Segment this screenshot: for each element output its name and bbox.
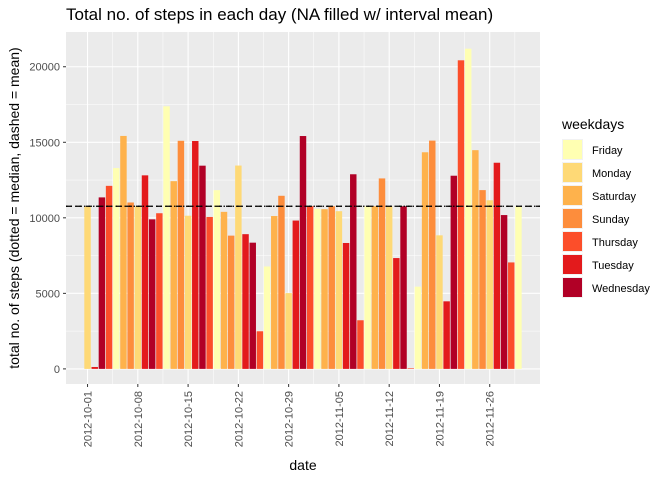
x-axis-title: date — [289, 457, 316, 473]
legend-label-tuesday: Tuesday — [592, 260, 634, 272]
bar-2012-10-06 — [120, 135, 127, 369]
x-tick-label: 2012-11-12 — [384, 391, 396, 446]
x-tick-label: 2012-10-15 — [183, 391, 195, 447]
bar-2012-11-29 — [508, 262, 515, 369]
legend-key-friday — [563, 140, 582, 159]
bar-2012-10-25 — [256, 331, 264, 369]
bar-2012-10-28 — [278, 195, 285, 369]
x-tick-label: 2012-11-05 — [334, 391, 346, 446]
x-tick-label: 2012-10-29 — [284, 391, 296, 447]
bar-2012-10-09 — [141, 175, 149, 369]
bar-2012-11-12 — [385, 206, 393, 369]
chart-title: Total no. of steps in each day (NA fille… — [66, 5, 493, 24]
bar-2012-10-29 — [285, 293, 292, 369]
bar-2012-11-24 — [472, 150, 479, 369]
bar-2012-11-20 — [443, 301, 450, 369]
bar-2012-11-19 — [436, 235, 443, 369]
x-tick-label: 2012-10-08 — [133, 391, 145, 447]
bar-2012-11-17 — [421, 152, 429, 369]
x-axis: 2012-10-01 2012-10-08 2012-10-15 2012-10-22… — [83, 384, 497, 447]
bar-2012-10-05 — [113, 168, 120, 369]
bar-2012-11-14 — [400, 206, 407, 369]
legend-label-saturday: Saturday — [592, 191, 637, 203]
bar-2012-11-02 — [314, 208, 321, 369]
legend-label-thursday: Thursday — [592, 237, 638, 249]
legend-key-tuesday — [563, 255, 582, 274]
bar-2012-10-03 — [98, 197, 106, 369]
bar-2012-10-26 — [263, 266, 271, 369]
bar-2012-11-18 — [429, 140, 436, 369]
bar-2012-10-04 — [105, 185, 113, 369]
bar-2012-11-21 — [450, 175, 458, 369]
bar-2012-10-22 — [235, 165, 242, 369]
bar-2012-11-04 — [328, 206, 335, 369]
bar-2012-10-20 — [220, 211, 228, 369]
legend-key-thursday — [563, 232, 582, 251]
bar-2012-11-05 — [335, 211, 343, 369]
x-tick-label: 2012-11-19 — [434, 391, 446, 446]
bar-2012-11-22 — [457, 60, 465, 369]
bar-2012-10-17 — [199, 165, 206, 369]
bar-2012-10-27 — [271, 216, 278, 369]
bar-2012-10-13 — [170, 181, 177, 369]
x-tick-label: 2012-11-26 — [485, 391, 497, 446]
bar-2012-10-02 — [91, 366, 98, 369]
legend-key-sunday — [563, 209, 582, 228]
legend-label-friday: Friday — [592, 145, 623, 157]
legend-label-sunday: Sunday — [592, 214, 630, 226]
y-tick-label: 20000 — [29, 62, 60, 74]
legend-label-monday: Monday — [592, 168, 632, 180]
bar-2012-10-21 — [227, 235, 235, 369]
bar-2012-11-16 — [414, 286, 422, 369]
bar-2012-10-11 — [156, 213, 163, 369]
y-tick-label: 10000 — [29, 213, 60, 225]
y-axis-title: total no. of steps (dotted = median, das… — [6, 47, 22, 368]
bar-2012-10-31 — [299, 136, 307, 369]
y-tick-label: 0 — [54, 364, 60, 376]
bar-2012-11-30 — [515, 206, 522, 369]
x-tick-label: 2012-10-22 — [233, 391, 245, 447]
x-tick-label: 2012-10-01 — [83, 391, 95, 447]
bar-2012-10-12 — [163, 106, 170, 369]
bar-2012-10-24 — [249, 242, 256, 369]
bar-2012-11-15 — [407, 368, 414, 369]
bar-2012-10-14 — [177, 140, 185, 369]
bar-2012-11-27 — [493, 162, 501, 369]
bar-2012-11-09 — [364, 206, 371, 369]
bar-2012-10-16 — [192, 141, 199, 369]
bar-2012-11-08 — [357, 320, 364, 369]
legend-key-saturday — [563, 186, 582, 205]
bar-2012-10-15 — [184, 215, 192, 369]
bar-2012-11-03 — [321, 209, 328, 369]
bar-2012-11-01 — [306, 206, 314, 369]
bar-2012-10-30 — [292, 220, 300, 369]
bar-2012-10-10 — [148, 219, 156, 369]
bar-2012-11-28 — [500, 215, 508, 369]
bar-2012-11-10 — [371, 206, 379, 369]
bar-2012-10-23 — [242, 234, 249, 369]
legend-key-monday — [563, 163, 582, 182]
bar-2012-10-01 — [84, 206, 91, 369]
legend: weekdays Friday Monday Saturday Sunday Thurs… — [561, 116, 650, 298]
y-tick-label: 5000 — [36, 288, 60, 300]
bar-2012-10-18 — [206, 216, 213, 369]
bar-2012-10-07 — [127, 202, 134, 369]
legend-key-wednesday — [563, 278, 582, 297]
y-tick-label: 15000 — [29, 137, 60, 149]
bar-2012-11-25 — [479, 190, 486, 369]
bars — [84, 48, 522, 369]
legend-label-wednesday: Wednesday — [592, 283, 650, 295]
bar-2012-11-07 — [350, 174, 357, 369]
y-axis: 0 5000 10000 15000 20000 — [29, 62, 66, 376]
bar-2012-11-26 — [486, 200, 493, 369]
bar-2012-11-13 — [393, 258, 400, 369]
bar-2012-10-19 — [213, 190, 221, 369]
bar-2012-11-23 — [464, 48, 472, 369]
bar-2012-11-06 — [342, 242, 350, 369]
bar-2012-10-08 — [134, 206, 142, 369]
bar-2012-11-11 — [378, 178, 386, 369]
legend-title: weekdays — [561, 116, 624, 132]
